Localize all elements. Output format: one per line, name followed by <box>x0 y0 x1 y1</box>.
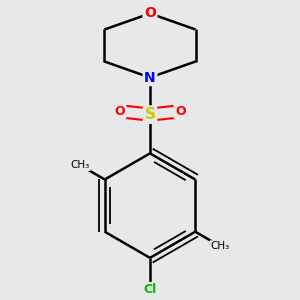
Text: CH₃: CH₃ <box>70 160 90 170</box>
Text: O: O <box>114 105 125 118</box>
Text: S: S <box>145 107 155 122</box>
Text: N: N <box>144 70 156 85</box>
Text: O: O <box>144 7 156 20</box>
Text: O: O <box>175 105 186 118</box>
Text: CH₃: CH₃ <box>210 241 230 251</box>
Text: Cl: Cl <box>143 284 157 296</box>
